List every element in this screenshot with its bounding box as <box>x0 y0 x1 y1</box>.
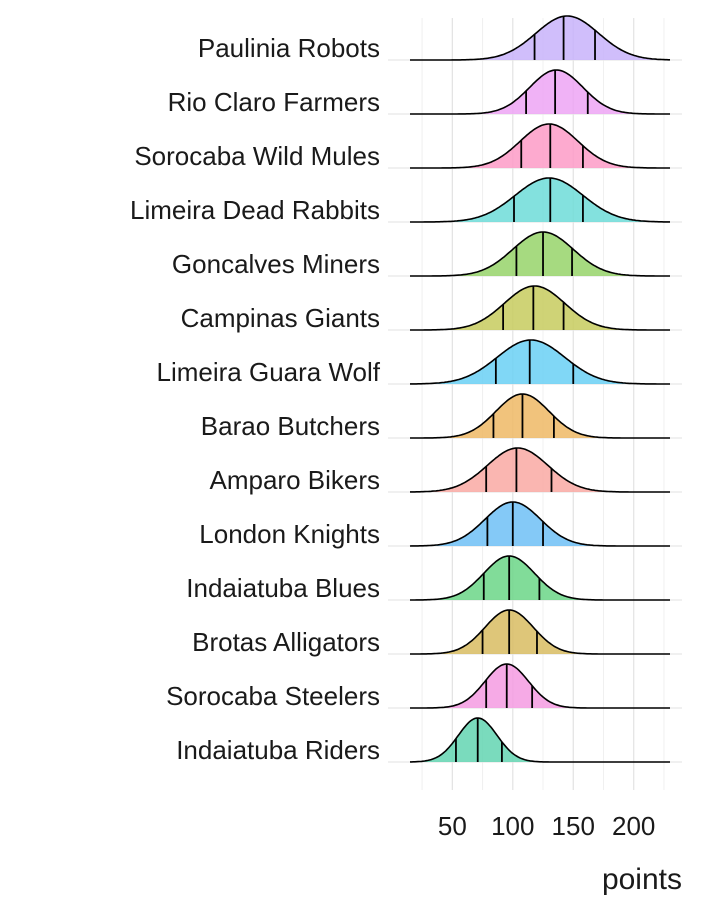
ridge-outline <box>410 231 670 277</box>
ridge <box>410 285 670 331</box>
team-label: Amparo Bikers <box>210 465 381 495</box>
x-tick-label: 150 <box>552 811 595 841</box>
ridge-area <box>410 70 670 114</box>
ridge-area <box>410 286 670 330</box>
ridge-outline <box>410 339 670 385</box>
ridge-area <box>410 232 670 276</box>
ridge <box>410 15 670 61</box>
ridge-outline <box>410 663 670 709</box>
ridge-outline <box>410 447 670 493</box>
team-label: Limeira Dead Rabbits <box>130 195 380 225</box>
ridge-outline <box>410 69 670 115</box>
ridge <box>410 663 670 709</box>
ridge-outline <box>410 123 670 169</box>
x-axis-title: points <box>602 863 682 896</box>
ridge <box>410 69 670 115</box>
ridge-area <box>410 556 670 600</box>
ridge-outline <box>410 177 670 223</box>
ridge-area <box>410 502 670 546</box>
x-tick-label: 50 <box>438 811 467 841</box>
ridge-area <box>410 664 670 708</box>
team-label: Goncalves Miners <box>172 249 380 279</box>
ridge <box>410 555 670 601</box>
ridge <box>409 501 670 547</box>
x-tick-label: 200 <box>612 811 655 841</box>
team-label: London Knights <box>199 519 380 549</box>
ridge-area <box>410 718 670 762</box>
ridge-outline <box>410 393 670 439</box>
ridge <box>410 447 670 493</box>
ridge-outline <box>410 717 670 763</box>
team-label: Limeira Guara Wolf <box>157 357 381 387</box>
team-label: Indaiatuba Blues <box>186 573 380 603</box>
ridge <box>410 393 670 439</box>
team-label: Sorocaba Steelers <box>166 681 380 711</box>
team-label: Barao Butchers <box>201 411 380 441</box>
ridge-area <box>410 16 670 60</box>
team-label: Campinas Giants <box>181 303 380 333</box>
ridge <box>410 177 670 223</box>
ridge-outline <box>410 15 670 61</box>
ridge <box>410 123 670 169</box>
ridge <box>410 609 670 655</box>
ridge-outline <box>410 609 670 655</box>
ridges <box>409 15 670 763</box>
ridge-area <box>410 394 670 438</box>
ridge <box>410 231 670 277</box>
team-label: Rio Claro Farmers <box>168 87 380 117</box>
ridge <box>410 339 670 385</box>
ridge <box>410 717 670 763</box>
x-axis: 50 100 150 200 <box>438 811 656 841</box>
ridge-area <box>410 124 670 168</box>
team-labels: Paulinia Robots Rio Claro Farmers Sorocaba… <box>130 33 381 765</box>
ridge-outline <box>409 501 670 547</box>
team-label: Indaiatuba Riders <box>176 735 380 765</box>
ridge-outline <box>410 285 670 331</box>
ridge-area <box>410 610 670 654</box>
ridge-area <box>410 448 670 492</box>
x-tick-label: 100 <box>491 811 534 841</box>
ridge-area <box>410 340 670 384</box>
ridge-area <box>410 178 670 222</box>
team-label: Paulinia Robots <box>198 33 380 63</box>
team-label: Sorocaba Wild Mules <box>134 141 380 171</box>
team-label: Brotas Alligators <box>192 627 380 657</box>
